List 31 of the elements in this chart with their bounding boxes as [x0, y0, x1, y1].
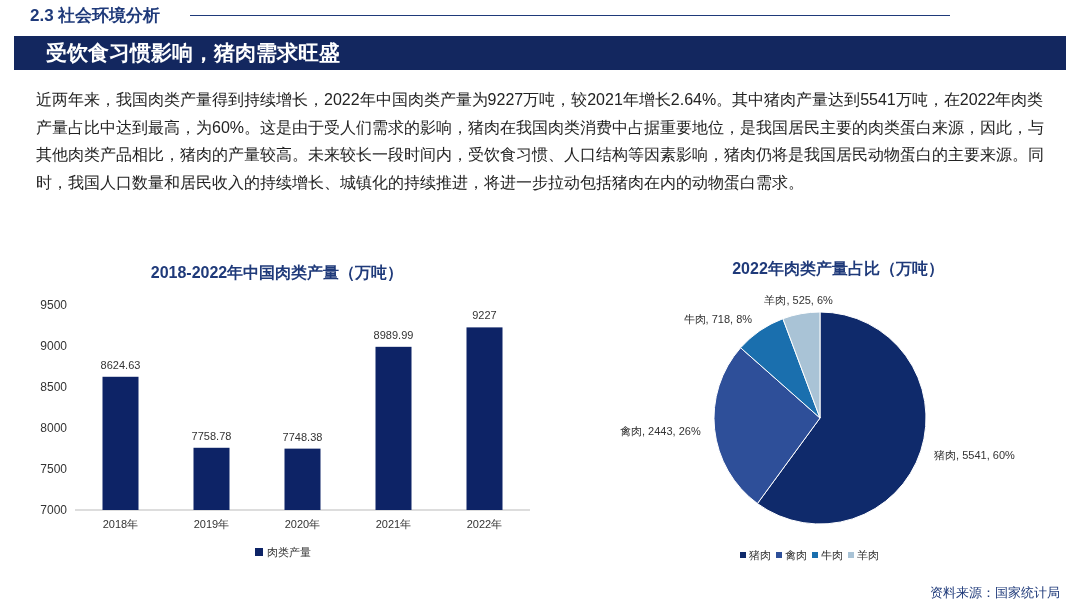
text: 近两年来，我国肉类产量得到持续增长，2022年中国肉类产量为9227万吨，较2021年增长2.64%。其中猪肉产量达到5541万吨，在2022年肉类产量占比中达到最高，为60%。这是由于受人们需求的影响，猪肉在我国肉类消费中占据重要地位，是我国居民主要的肉类蛋白来源，因此，与其他肉类产品相比，猪肉的产量较高。未来较长一段时间内，受饮食习惯、人口结构等因素影响，猪肉仍将是我国居民动物蛋白的主要来源。同时，我国人口数量和居民收入的持续增长、城镇化的持续推进，将进一步拉动包括猪肉在内的动物蛋白需求。	[36, 90, 1046, 193]
legend-label: 羊肉	[857, 549, 879, 561]
data-label: 8989.99	[373, 328, 414, 341]
text: 2.3 社会环境分析	[30, 5, 161, 27]
y-tick-label: 9500	[40, 298, 68, 312]
chart-title: 2018-2022年中国肉类产量（万吨）	[150, 264, 404, 282]
y-tick-label: 8000	[40, 421, 68, 435]
legend-label: 牛肉	[821, 549, 843, 561]
data-label: 羊肉, 525, 6%	[764, 293, 834, 306]
data-label: 禽肉, 2443, 26%	[619, 424, 701, 437]
y-tick-label: 9000	[40, 339, 68, 353]
chart-title: 2022年肉类产量占比（万吨）	[732, 260, 944, 278]
data-label: 猪肉, 5541, 60%	[934, 449, 1015, 462]
legend-label: 肉类产量	[267, 546, 311, 558]
x-tick-label: 2018年	[102, 518, 139, 530]
legend-label: 猪肉	[749, 549, 771, 561]
y-tick-label: 7500	[40, 462, 68, 476]
x-tick-label: 2019年	[193, 518, 230, 530]
x-tick-label: 2021年	[375, 518, 412, 530]
text: 受饮食习惯影响，猪肉需求旺盛	[14, 36, 1066, 70]
data-label: 7758.78	[191, 429, 232, 442]
y-tick-label: 7000	[40, 503, 68, 517]
text: 资料来源：国家统计局	[930, 584, 1060, 602]
x-tick-label: 2022年	[466, 518, 503, 530]
data-label: 7748.38	[282, 430, 323, 443]
data-label: 牛肉, 718, 8%	[683, 313, 753, 326]
data-label: 9227	[472, 309, 497, 322]
data-label: 8624.63	[100, 358, 141, 371]
x-tick-label: 2020年	[284, 518, 321, 530]
legend-label: 禽肉	[785, 549, 807, 561]
y-tick-label: 8500	[40, 380, 68, 394]
